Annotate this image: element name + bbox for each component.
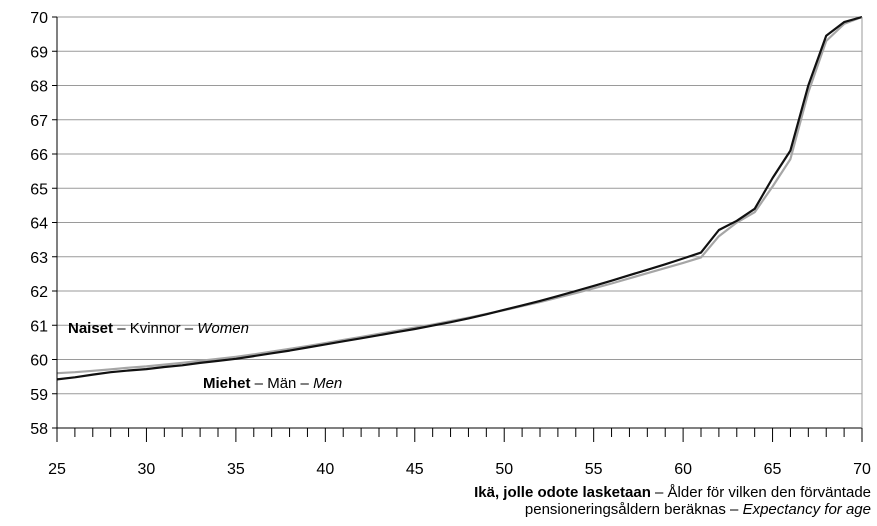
x-tick-label-70: 70 [853,461,871,478]
y-tick-label-59: 59 [30,387,48,404]
y-tick-label-66: 66 [30,147,48,164]
series-line-men [56,15,863,381]
x-axis-label: Ikä, jolle odote lasketaan – Ålder för v… [474,484,871,518]
annotation-men: Miehet – Män – Men [203,375,342,392]
y-tick-label-69: 69 [30,44,48,61]
x-axis-label-swedish-2: pensioneringsåldern beräknas [524,501,726,518]
x-tick-label-55: 55 [585,461,603,478]
y-tick-label-67: 67 [30,113,48,130]
axes [52,16,863,442]
x-tick-label-50: 50 [495,461,513,478]
y-tick-label-58: 58 [30,421,48,438]
x-tick-label-40: 40 [316,461,334,478]
gridlines [57,16,862,395]
x-axis-label-swedish: Ålder för vilken den förväntade [667,484,871,501]
y-tick-label-68: 68 [30,79,48,96]
y-tick-label-61: 61 [30,318,48,335]
y-tick-label-70: 70 [30,10,48,27]
y-tick-labels: 58 59 60 61 62 63 64 65 66 67 68 69 70 [30,10,48,438]
x-tick-label-60: 60 [674,461,692,478]
y-tick-label-65: 65 [30,181,48,198]
y-tick-label-63: 63 [30,250,48,267]
y-tick-label-62: 62 [30,284,48,301]
x-axis-label-bold: Ikä, jolle odote lasketaan [474,484,651,501]
x-tick-labels: 25 30 35 40 45 50 55 60 65 70 [48,461,871,478]
series-lines [56,15,863,381]
x-tick-label-35: 35 [227,461,245,478]
x-tick-label-45: 45 [406,461,424,478]
x-tick-label-25: 25 [48,461,66,478]
y-tick-label-60: 60 [30,353,48,370]
annotation-women: Naiset – Kvinnor – Women [68,320,249,337]
y-tick-label-64: 64 [30,216,48,233]
x-tick-label-30: 30 [138,461,156,478]
x-tick-label-65: 65 [764,461,782,478]
x-axis-label-english: Expectancy for age [742,501,871,518]
